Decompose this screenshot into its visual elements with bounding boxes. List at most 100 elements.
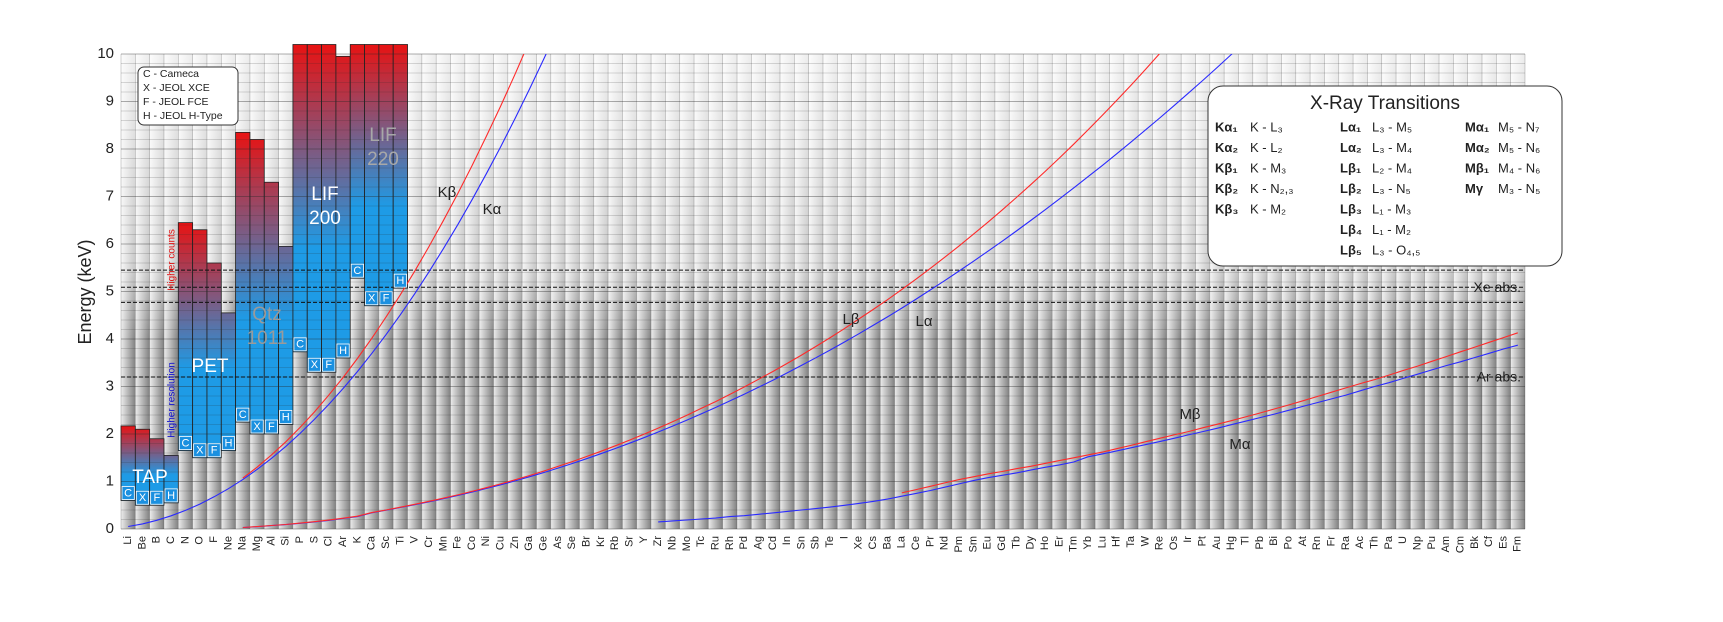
y-tick-label: 9	[106, 92, 114, 109]
crystal-name: PET	[192, 356, 229, 377]
curve-label: Lβ	[843, 311, 860, 328]
x-tick-label: Al	[265, 536, 277, 546]
x-tick-label: Os	[1168, 536, 1180, 551]
spectrometer-label: H	[339, 345, 347, 357]
curves	[128, 54, 1518, 529]
x-tick-label: Po	[1283, 536, 1295, 549]
x-tick-label: I	[838, 536, 850, 539]
x-tick-label: Am	[1440, 536, 1452, 553]
x-tick-label: Fr	[1325, 536, 1337, 547]
transition-symbol: Kβ₂	[1215, 181, 1238, 196]
transition-levels: L₂ - M₄	[1372, 160, 1412, 175]
transition-levels: L₃ - O₄,₅	[1372, 242, 1420, 257]
spectrometer-box	[307, 357, 321, 372]
x-tick-label: Y	[638, 535, 650, 543]
x-tick-label: Rb	[609, 536, 621, 550]
x-tick-label: Cf	[1483, 535, 1495, 547]
curve-label: Mα	[1229, 436, 1250, 453]
curve-label: Kα	[483, 201, 502, 218]
crystal-range	[292, 44, 308, 353]
transition-levels: L₃ - N₅	[1372, 181, 1411, 196]
transition-levels: M₅ - N₇	[1498, 119, 1540, 134]
x-tick-label: Ag	[752, 536, 764, 549]
x-tick-label: Th	[1368, 536, 1380, 549]
x-tick-label: Ne	[222, 536, 234, 550]
x-tick-label: Kr	[595, 536, 607, 547]
y-tick-label: 1	[106, 472, 114, 489]
x-tick-label: Ba	[881, 535, 893, 549]
y-tick-label: 7	[106, 187, 114, 204]
x-tick-label: N	[179, 536, 191, 544]
spectrometer-box	[250, 419, 264, 434]
crystal-range	[192, 229, 208, 459]
spectrometer-label: F	[383, 293, 390, 305]
x-tick-label: Pm	[953, 536, 965, 553]
spectrometer-label: C	[181, 438, 189, 450]
x-tick-label: Cr	[423, 536, 435, 548]
transition-levels: K - M₂	[1250, 201, 1286, 216]
x-tick-label: Pb	[1254, 536, 1266, 549]
transition-symbol: Kα₁	[1215, 119, 1238, 134]
x-tick-label: B	[151, 536, 163, 543]
x-tick-label: Fm	[1512, 536, 1524, 552]
x-tick-label: Ca	[366, 535, 378, 550]
spectrometer-box	[221, 436, 236, 451]
x-tick-label: Fe	[452, 536, 464, 549]
spectrometer-label: X	[368, 293, 376, 305]
spectrometer-label: C	[124, 487, 132, 499]
spectrometer-label: H	[224, 438, 232, 450]
spectrometer-box	[178, 436, 193, 451]
transition-symbol: Mβ₁	[1465, 160, 1489, 175]
x-tick-label: Sm	[967, 536, 979, 553]
x-tick-label: Zr	[652, 536, 664, 547]
crystal-range	[177, 222, 194, 452]
x-tick-label: Tm	[1068, 536, 1080, 552]
y-tick-label: 0	[106, 520, 114, 537]
spectrometer-label: X	[196, 445, 204, 457]
x-tick-label: Cd	[767, 536, 779, 550]
x-tick-label: Na	[237, 535, 249, 550]
spectrometer-box	[135, 490, 150, 505]
x-tick-label: Ta	[1125, 535, 1137, 548]
x-tick-label: Pd	[738, 536, 750, 549]
legend-entry: H - JEOL H-Type	[143, 110, 223, 122]
x-tick-label: At	[1297, 536, 1309, 546]
spectrometer-box	[393, 273, 407, 288]
x-tick-label: V	[409, 535, 421, 543]
x-tick-label: W	[1139, 535, 1151, 546]
x-tick-label: Cu	[495, 536, 507, 550]
spectrometer-box	[264, 419, 278, 434]
crystal-range	[220, 312, 237, 452]
x-tick-label: In	[781, 536, 793, 545]
x-tick-label: Sb	[810, 536, 822, 549]
x-tick-label: Np	[1411, 536, 1423, 550]
y-tick-label: 3	[106, 377, 114, 394]
x-tick-label: Sn	[795, 536, 807, 549]
spectrometer-label: F	[325, 359, 332, 371]
transition-levels: L₃ - M₄	[1372, 140, 1412, 155]
x-tick-label: Mg	[251, 536, 263, 551]
x-tick-label: Dy	[1025, 536, 1037, 550]
x-tick-label: Ac	[1354, 536, 1366, 549]
spectrometer-label: C	[353, 265, 361, 277]
spectrometer-label: X	[253, 421, 261, 433]
x-tick-label: Bi	[1268, 536, 1280, 546]
transition-symbol: Lα₁	[1340, 119, 1361, 134]
transition-curve	[658, 344, 1518, 523]
spectrometer-label: F	[211, 445, 218, 457]
x-tick-label: Ni	[480, 536, 492, 546]
x-tick-label: Bk	[1469, 536, 1481, 549]
spectrometer-label: H	[167, 490, 175, 502]
x-tick-label: Sr	[623, 536, 635, 547]
transition-symbol: Lβ₅	[1340, 242, 1362, 257]
x-tick-label: Re	[1154, 536, 1166, 550]
note: Higher resolution	[167, 362, 178, 438]
crystal-name: 220	[367, 149, 399, 170]
spectrometer-box	[193, 443, 207, 458]
transitions-box	[1207, 85, 1563, 267]
spectrometer-box	[236, 407, 250, 422]
x-tick-label: Tl	[1240, 536, 1252, 545]
legend-entry: F - JEOL FCE	[143, 96, 209, 108]
x-tick-label: Rn	[1311, 536, 1323, 550]
spectrometer-box	[293, 337, 307, 352]
